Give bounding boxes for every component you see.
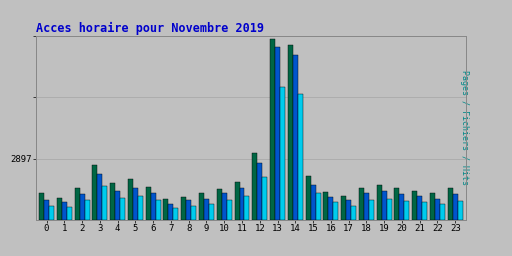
Bar [120,198,125,220]
Bar [222,194,227,220]
Bar [417,196,422,220]
Bar [204,198,209,220]
Bar [377,185,381,220]
Bar [227,200,232,220]
Bar [364,194,369,220]
Bar [448,188,453,220]
Bar [217,189,222,220]
Bar [288,45,293,220]
Bar [404,201,410,220]
Bar [315,194,321,220]
Bar [298,94,303,220]
Bar [245,196,249,220]
Bar [275,47,280,220]
Bar [257,163,262,220]
Bar [387,198,392,220]
Bar [328,197,333,220]
Bar [351,206,356,220]
Bar [102,186,108,220]
Bar [252,153,257,220]
Bar [240,188,245,220]
Bar [44,200,49,220]
Bar [110,183,115,220]
Bar [324,191,328,220]
Bar [458,201,463,220]
Bar [49,206,54,220]
Bar [97,174,102,220]
Bar [174,208,178,220]
Bar [128,179,133,220]
Bar [92,165,97,220]
Bar [359,188,364,220]
Bar [381,191,387,220]
Bar [84,200,90,220]
Bar [430,194,435,220]
Bar [306,176,311,220]
Bar [75,188,79,220]
Bar [280,87,285,220]
Bar [199,194,204,220]
Bar [440,204,445,220]
Bar [399,194,404,220]
Bar [311,185,315,220]
Bar [394,188,399,220]
Y-axis label: Pages / Fichiers / Hits: Pages / Fichiers / Hits [460,70,468,186]
Bar [234,182,240,220]
Bar [115,191,120,220]
Bar [181,197,186,220]
Bar [262,177,267,220]
Bar [270,39,275,220]
Bar [412,191,417,220]
Bar [333,202,338,220]
Bar [138,196,143,220]
Bar [186,200,191,220]
Bar [346,200,351,220]
Text: Acces horaire pour Novembre 2019: Acces horaire pour Novembre 2019 [36,22,264,35]
Bar [39,194,44,220]
Bar [341,196,346,220]
Bar [191,206,196,220]
Bar [453,194,458,220]
Bar [435,198,440,220]
Bar [369,200,374,220]
Bar [156,200,161,220]
Bar [79,194,84,220]
Bar [293,55,298,220]
Bar [209,204,214,220]
Bar [168,204,174,220]
Bar [57,198,62,220]
Bar [62,202,67,220]
Bar [422,202,427,220]
Bar [151,194,156,220]
Bar [67,207,72,220]
Bar [163,199,168,220]
Bar [133,188,138,220]
Bar [146,187,151,220]
